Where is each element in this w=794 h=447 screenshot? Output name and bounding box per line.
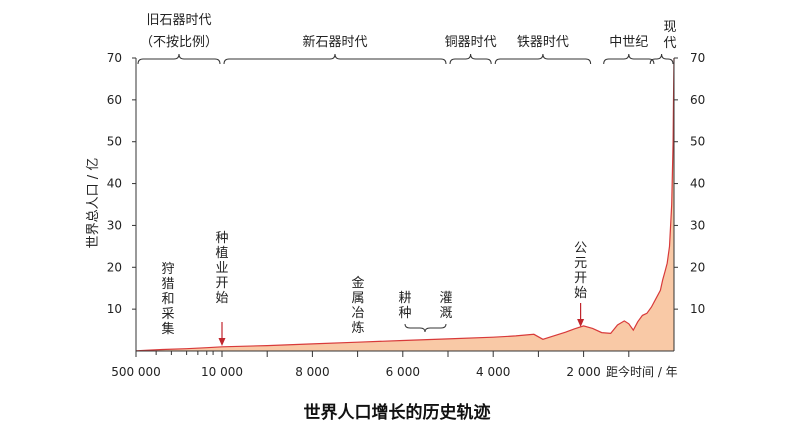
era-brace — [649, 53, 674, 65]
y-tick-label-right: 60 — [690, 93, 705, 107]
era-label: 铜器时代 — [445, 35, 497, 50]
annotation-metallurgy: 冶 — [351, 306, 364, 321]
x-tick-label: 10 000 — [201, 365, 243, 379]
annotation-agriculture: 植 — [215, 246, 228, 261]
annotation-hunting: 和 — [161, 292, 174, 307]
y-tick-label-left: 20 — [107, 260, 122, 274]
era-label: 旧石器时代 — [146, 13, 211, 28]
annotation-agriculture: 开 — [215, 276, 228, 291]
x-tick-label: 6 000 — [386, 365, 420, 379]
annotation-metallurgy: 金 — [351, 275, 364, 291]
annotation-common-era: 始 — [574, 286, 587, 301]
y-tick-label-left: 40 — [107, 177, 122, 191]
y-tick-label-left: 60 — [107, 93, 122, 107]
chart-title: 世界人口增长的历史轨迹 — [304, 402, 491, 423]
area-layer — [135, 57, 675, 352]
x-axis-label: 距今时间 / 年 — [606, 364, 678, 379]
axis-layer — [135, 58, 675, 352]
annotation-cultivation: 种 — [398, 306, 411, 321]
annotation-agriculture: 业 — [215, 261, 228, 276]
y-axis-label: 世界总人口 / 亿 — [86, 158, 101, 249]
y-tick-label-left: 10 — [107, 302, 122, 316]
x-tick-label: 8 000 — [295, 365, 329, 379]
annotation-common-era: 公 — [574, 241, 587, 256]
arrow-head-common-era — [577, 319, 585, 327]
era-brace — [603, 53, 655, 65]
era-brace — [449, 53, 492, 65]
era-label: 新石器时代 — [302, 34, 367, 50]
y-tick-label-right: 20 — [690, 260, 705, 274]
y-tick-label-left: 50 — [107, 135, 122, 149]
era-sublabel: （不按比例） — [140, 35, 218, 50]
era-brace — [137, 53, 221, 65]
annotation-irrigation: 灌 — [439, 291, 452, 306]
annotation-metallurgy: 属 — [351, 291, 364, 306]
era-label: 中世纪 — [609, 35, 648, 50]
y-tick-label-right: 30 — [690, 218, 705, 232]
era-label: 现 — [663, 20, 676, 35]
population-line — [135, 57, 675, 352]
y-tick-label-right: 50 — [690, 135, 705, 149]
annotation-hunting: 采 — [161, 307, 174, 322]
annotation-hunting: 集 — [161, 321, 174, 337]
annotation-metallurgy: 炼 — [351, 321, 364, 336]
annotation-cultivation: 耕 — [398, 290, 411, 306]
annotation-common-era: 元 — [574, 256, 587, 271]
annotation-bracket — [404, 323, 447, 333]
tick-layer: 10 10 20 20 30 30 40 40 50 50 60 60 70 70 500 000 10 00… — [107, 51, 706, 379]
annotation-hunting: 狩 — [161, 262, 174, 277]
x-tick-label: 2 000 — [566, 365, 600, 379]
annotation-hunting: 猎 — [161, 277, 174, 292]
x-tick-label: 500 000 — [111, 365, 161, 379]
era-label: 代 — [663, 36, 676, 51]
era-brace — [494, 53, 592, 65]
era-brace — [223, 53, 447, 65]
annotation-agriculture: 种 — [215, 231, 228, 246]
era-label: 铁器时代 — [517, 35, 569, 50]
annotation-common-era: 开 — [574, 271, 587, 286]
annotation-agriculture: 始 — [215, 291, 228, 306]
arrow-head-agriculture — [218, 338, 226, 346]
y-tick-label-left: 30 — [107, 218, 122, 232]
y-tick-label-right: 10 — [690, 302, 705, 316]
y-tick-label-right: 40 — [690, 177, 705, 191]
y-tick-label-right: 70 — [690, 51, 705, 65]
annotation-irrigation: 溉 — [439, 306, 452, 321]
x-tick-label: 4 000 — [476, 365, 510, 379]
y-tick-label-left: 70 — [107, 51, 122, 65]
